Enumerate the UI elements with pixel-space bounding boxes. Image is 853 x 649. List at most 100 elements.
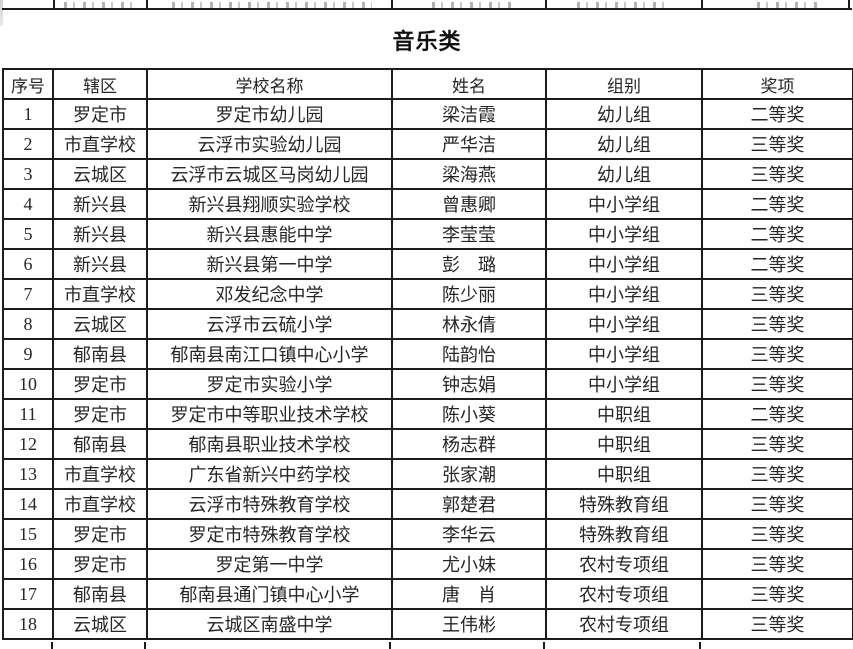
cell-school: 云浮市云城区马岗幼儿园 [146, 158, 393, 190]
cell-award: 二等奖 [701, 248, 853, 280]
table-row: 13 市直学校 广东省新兴中药学校 张家潮 中职组 三等奖 [2, 458, 853, 490]
table-body: 1 罗定市 罗定市幼儿园 梁洁霞 幼儿组 二等奖 2 市直学校 云浮市实验幼儿园 严华洁 幼儿组 三等… [2, 98, 853, 640]
cell-serial: 14 [2, 488, 54, 520]
cell-name: 梁洁霞 [391, 98, 547, 130]
cell-group: 中小学组 [545, 278, 703, 310]
cell-award: 三等奖 [701, 368, 853, 400]
cell-school: 罗定市幼儿园 [146, 98, 393, 130]
awards-table: 序号 辖区 学校名称 姓名 组别 奖项 1 罗定市 罗定市幼儿园 梁洁霞 幼儿组 二等奖 2 市直学校云… [2, 68, 853, 640]
cell-serial: 17 [2, 578, 54, 610]
remnant-text-smudge [757, 2, 817, 8]
table-row: 14 市直学校 云浮市特殊教育学校 郭楚君 特殊教育组 三等奖 [2, 488, 853, 520]
cell-serial: 18 [2, 608, 54, 640]
cell-school: 云浮市实验幼儿园 [146, 128, 393, 160]
cell-group: 中小学组 [545, 248, 703, 280]
table-row: 5 新兴县 新兴县惠能中学 李莹莹 中小学组 二等奖 [2, 218, 853, 250]
cell-name: 钟志娟 [391, 368, 547, 400]
cell-district: 新兴县 [52, 218, 148, 250]
cell-group: 农村专项组 [545, 578, 703, 610]
cell-district: 市直学校 [52, 278, 148, 310]
cell-award: 三等奖 [701, 128, 853, 160]
title-band: 音乐类 [2, 12, 852, 68]
table-row: 18 云城区 云城区南盛中学 王伟彬 农村专项组 三等奖 [2, 608, 853, 640]
cell-name: 陈少丽 [391, 278, 547, 310]
cell-serial: 11 [2, 398, 54, 430]
cell-serial: 12 [2, 428, 54, 460]
cell-group: 特殊教育组 [545, 518, 703, 550]
cell-school: 罗定市实验小学 [146, 368, 393, 400]
table-row: 12 郁南县 郁南县职业技术学校 杨志群 中职组 三等奖 [2, 428, 853, 460]
cell-school: 广东省新兴中药学校 [146, 458, 393, 490]
cell-award: 三等奖 [701, 608, 853, 640]
table-row: 2 市直学校 云浮市实验幼儿园 严华洁 幼儿组 三等奖 [2, 128, 853, 160]
cell-name: 杨志群 [391, 428, 547, 460]
cell-serial: 8 [2, 308, 54, 340]
cell-district: 罗定市 [52, 98, 148, 130]
next-table-stub [543, 642, 545, 649]
cell-school: 罗定市中等职业技术学校 [146, 398, 393, 430]
remnant-divider [391, 0, 393, 8]
cell-name: 唐 肖 [391, 578, 547, 610]
header-col-name: 姓名 [391, 68, 547, 100]
remnant-text-smudge [577, 2, 672, 8]
cell-name: 彭 璐 [391, 248, 547, 280]
table-header: 序号 辖区 学校名称 姓名 组别 奖项 [2, 68, 853, 100]
remnant-text-smudge [432, 2, 517, 8]
cell-name: 林永倩 [391, 308, 547, 340]
cell-school: 新兴县第一中学 [146, 248, 393, 280]
cell-award: 二等奖 [701, 98, 853, 130]
cell-award: 三等奖 [701, 578, 853, 610]
table-row: 6 新兴县 新兴县第一中学彭 璐中小学组 二等奖 [2, 248, 853, 280]
cell-district: 云城区 [52, 308, 148, 340]
cell-group: 中职组 [545, 428, 703, 460]
table-row: 1 罗定市 罗定市幼儿园 梁洁霞 幼儿组 二等奖 [2, 98, 853, 130]
cell-district: 新兴县 [52, 188, 148, 220]
next-table-stub [144, 642, 146, 649]
cell-serial: 2 [2, 128, 54, 160]
table-row: 8 云城区 云浮市云硫小学 林永倩 中小学组 三等奖 [2, 308, 853, 340]
cell-school: 郁南县南江口镇中心小学 [146, 338, 393, 370]
cell-name: 尤小妹 [391, 548, 547, 580]
cell-school: 云浮市云硫小学 [146, 308, 393, 340]
cell-district: 云城区 [52, 158, 148, 190]
cell-school: 罗定第一中学 [146, 548, 393, 580]
table-row: 10 罗定市 罗定市实验小学 钟志娟 中小学组 三等奖 [2, 368, 853, 400]
cell-district: 罗定市 [52, 398, 148, 430]
next-table-stub [389, 642, 391, 649]
table-row: 7 市直学校 邓发纪念中学 陈少丽 中小学组 三等奖 [2, 278, 853, 310]
cell-school: 新兴县翔顺实验学校 [146, 188, 393, 220]
cell-award: 三等奖 [701, 158, 853, 190]
header-row: 序号 辖区 学校名称 姓名 组别 奖项 [2, 68, 853, 100]
next-table-stub [51, 642, 53, 649]
cell-district: 罗定市 [52, 368, 148, 400]
cell-serial: 4 [2, 188, 54, 220]
table-row: 17 郁南县 郁南县通门镇中心小学唐 肖农村专项组 三等奖 [2, 578, 853, 610]
cell-district: 市直学校 [52, 488, 148, 520]
remnant-text-smudge [64, 2, 134, 8]
cell-name: 张家潮 [391, 458, 547, 490]
cell-school: 郁南县通门镇中心小学 [146, 578, 393, 610]
cell-school: 云城区南盛中学 [146, 608, 393, 640]
cell-group: 幼儿组 [545, 128, 703, 160]
remnant-text-smudge [172, 2, 372, 8]
cell-award: 二等奖 [701, 398, 853, 430]
cell-name: 陆韵怡 [391, 338, 547, 370]
cell-award: 二等奖 [701, 188, 853, 220]
cell-group: 中小学组 [545, 308, 703, 340]
remnant-divider [848, 0, 850, 8]
cell-group: 中小学组 [545, 188, 703, 220]
cell-award: 三等奖 [701, 428, 853, 460]
cell-name: 李华云 [391, 518, 547, 550]
cell-serial: 9 [2, 338, 54, 370]
cell-award: 三等奖 [701, 548, 853, 580]
cell-serial: 16 [2, 548, 54, 580]
table-row: 3 云城区 云浮市云城区马岗幼儿园 梁海燕 幼儿组 三等奖 [2, 158, 853, 190]
cell-school: 罗定市特殊教育学校 [146, 518, 393, 550]
cell-group: 幼儿组 [545, 158, 703, 190]
cell-school: 邓发纪念中学 [146, 278, 393, 310]
cell-name: 曾惠卿 [391, 188, 547, 220]
cell-award: 二等奖 [701, 218, 853, 250]
cell-name: 李莹莹 [391, 218, 547, 250]
remnant-divider [146, 0, 148, 8]
